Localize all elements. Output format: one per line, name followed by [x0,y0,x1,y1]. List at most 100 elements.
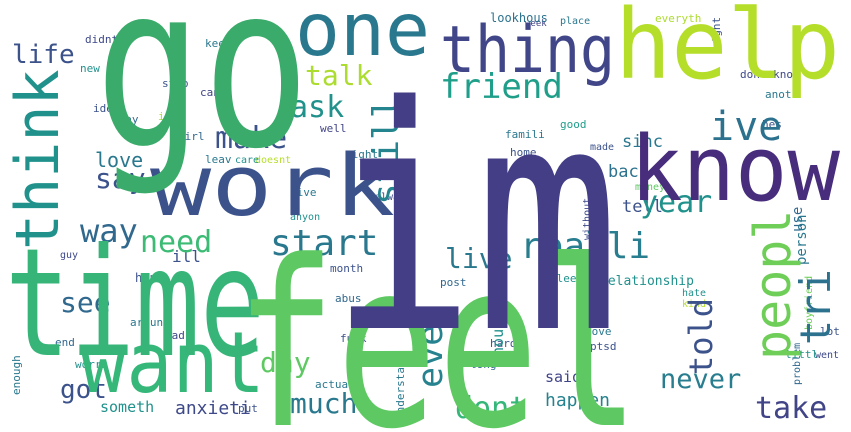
word: keep [205,37,232,50]
word: boyfriend [804,276,815,330]
word: doesnt [255,155,291,166]
word: need [140,225,212,260]
word: fuck [340,332,367,345]
word: say [95,162,146,195]
word: girl [178,130,205,143]
word: place [560,16,590,27]
word: man [410,355,426,365]
word: back [608,162,649,182]
word: move [585,325,612,338]
word: night [710,17,723,50]
word: cant [200,86,227,99]
word: long [470,358,497,371]
word: around [130,316,170,329]
word: got [60,375,107,405]
word: away [112,113,139,126]
word: guy [60,250,78,261]
word: hard [490,337,517,350]
word: famili [505,128,545,141]
word: one [295,0,430,73]
word: everyth [655,12,701,25]
word: didnt [85,33,118,46]
word: take [755,391,827,426]
word: life [12,40,75,70]
word: hes [762,118,782,131]
word: never [660,364,741,395]
word: home [510,146,537,159]
word: kind [682,299,706,310]
word: well [320,122,347,135]
word: time [5,217,265,391]
word: sinc [622,132,663,152]
word: even [411,304,451,388]
word: see [60,286,111,319]
word: use [790,207,806,232]
word: realli [520,226,650,267]
word: month [330,262,363,275]
word: told [682,298,720,375]
word: car [390,230,403,250]
word: lookhous [490,11,548,25]
word: tell [622,197,663,217]
word: alway [375,192,405,203]
word: relationship [600,274,694,289]
word: problem [792,343,803,385]
word: friend [440,67,563,107]
word: said [545,368,581,386]
word: much [290,387,357,420]
word: peopl [744,209,802,360]
word: understand [394,354,407,420]
word: enough [10,355,23,395]
word: idea [93,102,120,115]
word: issu [158,110,185,123]
word: went [815,350,839,361]
word: talk [305,59,373,92]
word: new [80,62,100,75]
word: post [440,276,467,289]
word: worri [75,358,108,371]
word: feel [235,213,640,432]
word: ive [710,104,782,150]
word: thing [440,13,615,88]
word: start [270,223,378,264]
word: sleep [550,272,583,285]
word: tri [791,269,840,345]
word: year [640,185,712,220]
word: anyon [290,212,320,223]
word: someth [100,398,154,416]
word: want [80,314,265,413]
word: right [345,148,378,161]
word: way [80,212,138,250]
word: care [235,155,259,166]
word: dad [165,329,185,342]
word: im [330,41,620,402]
word: thought [489,302,507,365]
word: stop [162,77,189,90]
word: ill [172,247,201,266]
word: littl [785,348,818,361]
word: mother [402,179,413,215]
word: day [260,346,311,379]
word: bad [550,252,570,265]
word: money [635,182,665,193]
word: ask [290,90,344,125]
word: dont know [740,68,800,81]
word: anoth [765,88,798,101]
word: live [445,242,512,275]
word: without [582,198,593,240]
word: actual [315,378,355,391]
word: go [95,0,310,199]
word: leav [205,153,232,166]
word: give [290,186,317,199]
word: abus [335,292,362,305]
word: help [615,0,840,101]
word: think [3,69,73,250]
word: lot [820,325,840,338]
word: anxieti [175,398,251,419]
word: good [560,118,587,131]
word: end [55,336,75,349]
word: ptsd [590,340,617,353]
